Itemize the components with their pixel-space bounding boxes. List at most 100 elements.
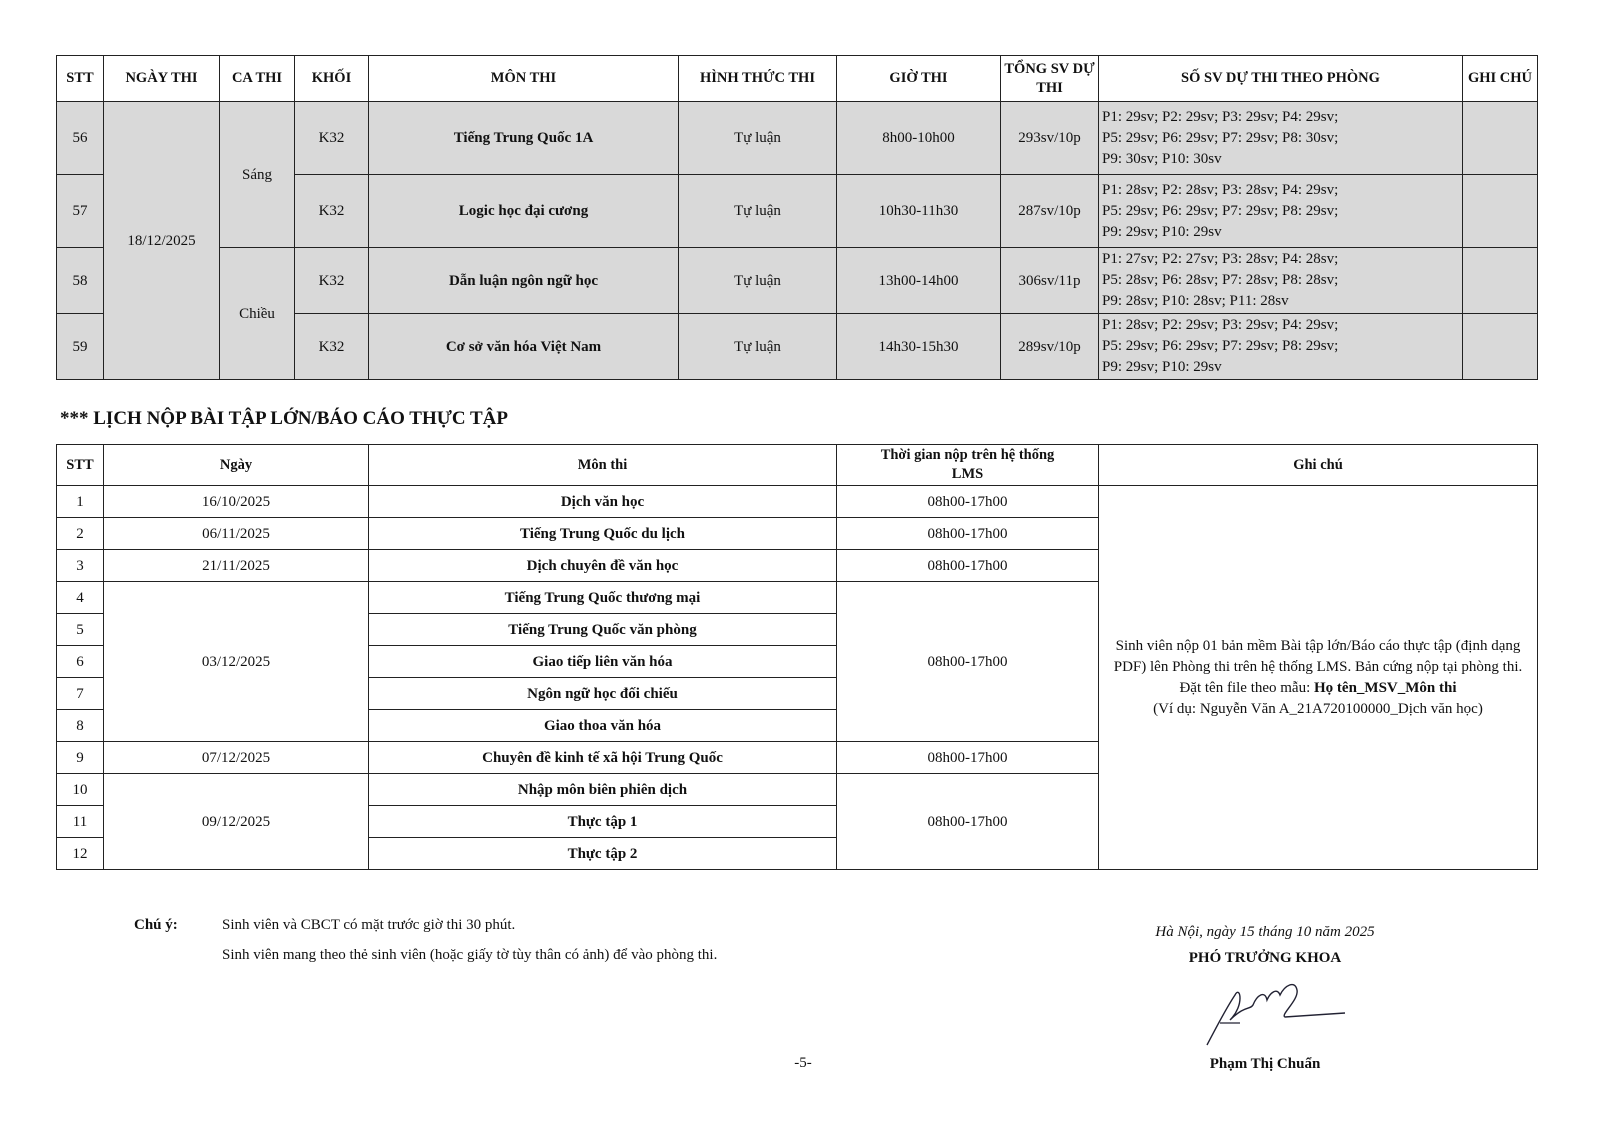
table-row: 5 Tiếng Trung Quốc văn phòng [56,613,1538,646]
note-line: Sinh viên và CBCT có mặt trước giờ thi 3… [222,917,516,933]
col-header: HÌNH THỨC THI [678,55,837,102]
rooms-line: P1: 28sv; P2: 29sv; P3: 29sv; P4: 29sv; [1102,317,1339,333]
stt-cell: 7 [56,677,104,710]
subject-cell: Nhập môn biên phiên dịch [368,773,837,806]
time-cell: 08h00-17h00 [836,517,1099,550]
table-row: 9 07/12/2025 Chuyên đề kinh tế xã hội Trun… [56,741,1538,774]
date-cell: 07/12/2025 [103,741,369,774]
page-number: -5- [794,1055,812,1071]
note-name-pattern: Đặt tên file theo mẫu: Họ tên_MSV_Môn th… [1105,678,1531,699]
col-header: MÔN THI [368,55,679,102]
format-cell: Tự luận [678,313,837,380]
subject-cell: Tiếng Trung Quốc du lịch [368,517,837,550]
header-row: STT NGÀY THI CA THI KHỐI MÔN THI HÌNH TH… [56,55,1538,102]
table-row: 10 09/12/2025 Nhập môn biên phiên dịch 08h0… [56,773,1538,870]
format-cell: Tự luận [678,174,837,248]
time-cell: 08h00-17h00 [836,581,1099,742]
time-cell: 08h00-17h00 [836,773,1099,870]
date-cell: 03/12/2025 [103,581,369,742]
shift-cell: Sáng [219,101,295,248]
col-header: GIỜ THI [836,55,1001,102]
note-cell [1462,313,1538,380]
header-row: STT Ngày Môn thi Thời gian nộp trên hệ t… [56,444,1538,486]
rooms-line: P1: 29sv; P2: 29sv; P3: 29sv; P4: 29sv; [1102,108,1339,125]
stt-cell: 11 [56,805,104,838]
rooms-cell: P1: 27sv; P2: 27sv; P3: 28sv; P4: 28sv; P… [1098,247,1463,314]
rooms-cell: P1: 28sv; P2: 29sv; P3: 29sv; P4: 29sv; P… [1098,313,1463,380]
subject-cell: Logic học đại cương [368,174,679,248]
subject-cell: Chuyên đề kinh tế xã hội Trung Quốc [368,741,837,774]
rooms-line: P9: 28sv; P10: 28sv; P11: 28sv [1102,293,1289,309]
col-header: NGÀY THI [103,55,220,102]
col-header: Thời gian nộp trên hệ thống LMS [836,444,1099,486]
stt-cell: 2 [56,517,104,550]
date-cell: 21/11/2025 [103,549,369,582]
col-header: TỔNG SV DỰ THI [1000,55,1099,102]
col-header: GHI CHÚ [1462,55,1538,102]
table-row: 1 16/10/2025 Dịch văn học 08h00-17h00 Sinh … [56,485,1538,870]
table-row: 56 18/12/2025 Sáng K32 Tiếng Trung Quốc 1A … [56,101,1538,380]
khoi-cell: K32 [294,247,369,314]
table-row: 4 03/12/2025 Tiếng Trung Quốc thương mại 08… [56,581,1538,742]
rooms-line: P1: 27sv; P2: 27sv; P3: 28sv; P4: 28sv; [1102,251,1339,267]
exam-schedule-table: STT NGÀY THI CA THI KHỐI MÔN THI HÌNH TH… [56,55,1538,380]
rooms-line: P9: 30sv; P10: 30sv [1102,150,1222,167]
subject-cell: Giao tiếp liên văn hóa [368,645,837,678]
rooms-line: P5: 28sv; P6: 28sv; P7: 28sv; P8: 28sv; [1102,272,1339,288]
date-cell: 18/12/2025 [103,101,220,380]
submission-schedule-table: STT Ngày Môn thi Thời gian nộp trên hệ t… [56,444,1538,870]
col-header: STT [56,444,104,486]
time-cell: 08h00-17h00 [836,741,1099,774]
signer-title: PHÓ TRƯỞNG KHOA [1188,950,1342,966]
note-pattern: Họ tên_MSV_Môn thi [1314,679,1457,696]
subject-cell: Thực tập 2 [368,837,837,870]
col-header: CA THI [219,55,295,102]
table-row: 8 Giao thoa văn hóa [56,709,1538,742]
table-row: 58 Chiều K32 Dẫn luận ngôn ngữ học Tự luận… [56,247,1538,380]
signer-name: Phạm Thị Chuẩn [1209,1056,1321,1072]
stt-cell: 3 [56,549,104,582]
table-row: 2 06/11/2025 Tiếng Trung Quốc du lịch 08h00… [56,517,1538,550]
signature [1206,983,1346,1046]
section-title: *** LỊCH NỘP BÀI TẬP LỚN/BÁO CÁO THỰC TẬ… [60,408,508,429]
col-header: Môn thi [368,444,837,486]
note-cell: Sinh viên nộp 01 bản mềm Bài tập lớn/Báo… [1098,485,1538,870]
note-label: Chú ý: [134,917,178,933]
time-cell: 10h30-11h30 [836,174,1001,248]
time-cell: 8h00-10h00 [836,101,1001,175]
table-row: 57 K32 Logic học đại cương Tự luận 10h30-… [56,174,1538,248]
note-cell [1462,247,1538,314]
col-header: Ngày [103,444,369,486]
total-cell: 293sv/10p [1000,101,1099,175]
time-cell: 13h00-14h00 [836,247,1001,314]
stt-cell: 10 [56,773,104,806]
total-cell: 306sv/11p [1000,247,1099,314]
date-cell: 06/11/2025 [103,517,369,550]
date-cell: 16/10/2025 [103,485,369,518]
total-cell: 289sv/10p [1000,313,1099,380]
subject-cell: Dịch văn học [368,485,837,518]
subject-cell: Cơ sở văn hóa Việt Nam [368,313,679,380]
total-cell: 287sv/10p [1000,174,1099,248]
subject-cell: Thực tập 1 [368,805,837,838]
stt-cell: 56 [56,101,104,175]
rooms-cell: P1: 29sv; P2: 29sv; P3: 29sv; P4: 29sv; P… [1098,101,1463,175]
note-text: Sinh viên nộp 01 bản mềm Bài tập lớn/Báo… [1113,637,1523,675]
stt-cell: 8 [56,709,104,742]
date-cell: 09/12/2025 [103,773,369,870]
rooms-line: P5: 29sv; P6: 29sv; P7: 29sv; P8: 30sv; [1102,129,1339,146]
format-cell: Tự luận [678,101,837,175]
rooms-line: P9: 29sv; P10: 29sv [1102,359,1222,375]
stt-cell: 4 [56,581,104,614]
subject-cell: Ngôn ngữ học đối chiếu [368,677,837,710]
table-row: 12 Thực tập 2 [56,837,1538,870]
table-row: 6 Giao tiếp liên văn hóa [56,645,1538,678]
time-cell: 08h00-17h00 [836,485,1099,518]
stt-cell: 1 [56,485,104,518]
note-example: (Ví dụ: Nguyễn Văn A_21A720100000_Dịch v… [1153,700,1483,717]
subject-cell: Tiếng Trung Quốc 1A [368,101,679,175]
stt-cell: 12 [56,837,104,870]
subject-cell: Tiếng Trung Quốc thương mại [368,581,837,614]
time-cell: 14h30-15h30 [836,313,1001,380]
